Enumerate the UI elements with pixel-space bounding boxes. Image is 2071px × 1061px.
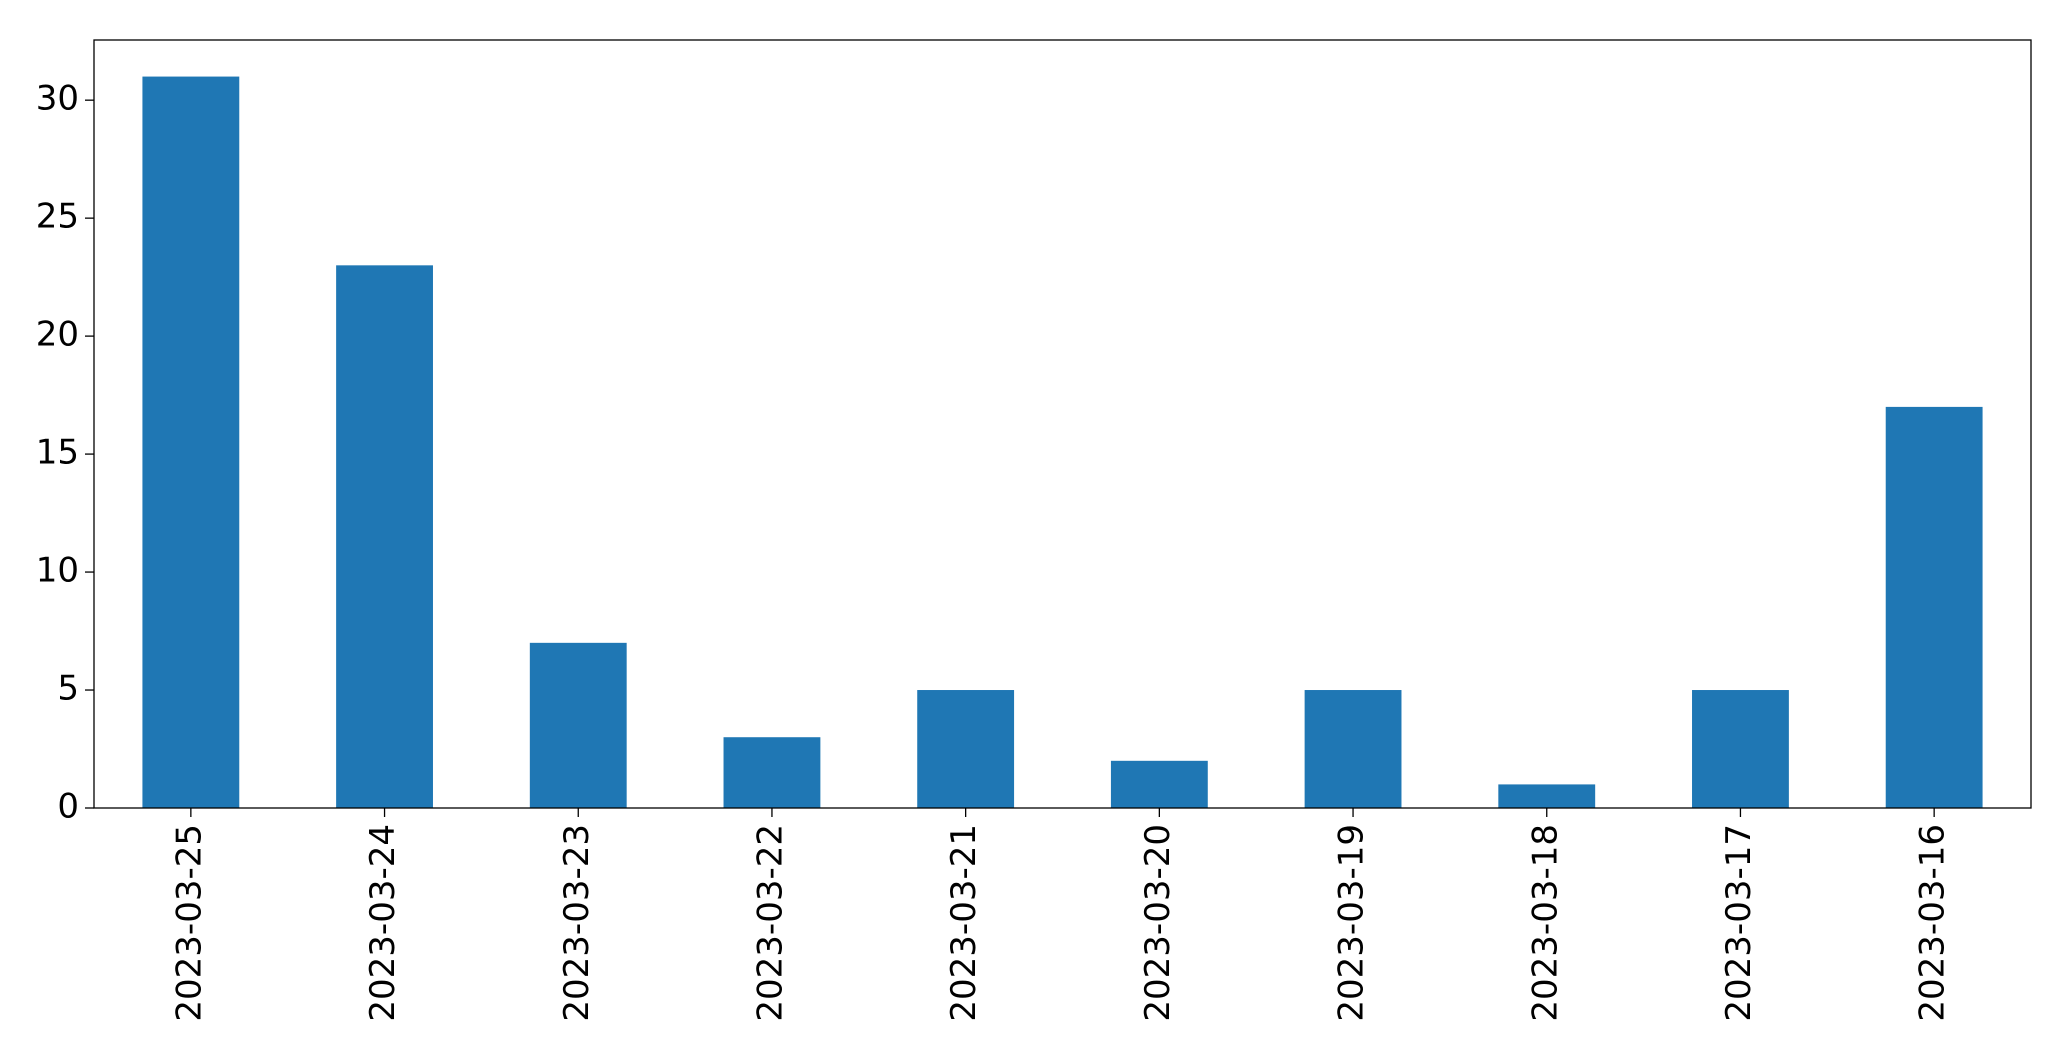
y-tick-label: 15 [36,433,79,473]
x-tick-label: 2023-03-22 [750,824,790,1022]
bar [1110,760,1208,808]
y-tick-label: 25 [36,197,79,237]
bar [1304,690,1402,808]
x-tick-label: 2023-03-17 [1719,824,1759,1022]
bar [1498,784,1596,808]
y-tick-label: 30 [36,79,79,119]
y-tick-label: 5 [57,669,79,709]
bar [917,690,1015,808]
x-tick-label: 2023-03-20 [1138,824,1178,1022]
plot-frame [93,39,2032,809]
x-tick-label: 2023-03-16 [1913,824,1953,1022]
x-tick-label: 2023-03-23 [557,824,597,1022]
bar [336,265,433,809]
y-tick-label: 0 [57,787,79,827]
x-tick-label: 2023-03-25 [169,824,209,1022]
x-tick-label: 2023-03-21 [944,824,984,1022]
bar [142,76,240,809]
y-tick-label: 10 [36,551,79,591]
bar [1885,406,1983,808]
bar [1692,690,1789,808]
bar [529,642,627,808]
y-tick-label: 20 [36,315,79,355]
x-tick-label: 2023-03-24 [363,824,403,1022]
x-tick-label: 2023-03-19 [1332,824,1372,1022]
bar [723,737,821,808]
x-tick-label: 2023-03-18 [1525,824,1565,1022]
